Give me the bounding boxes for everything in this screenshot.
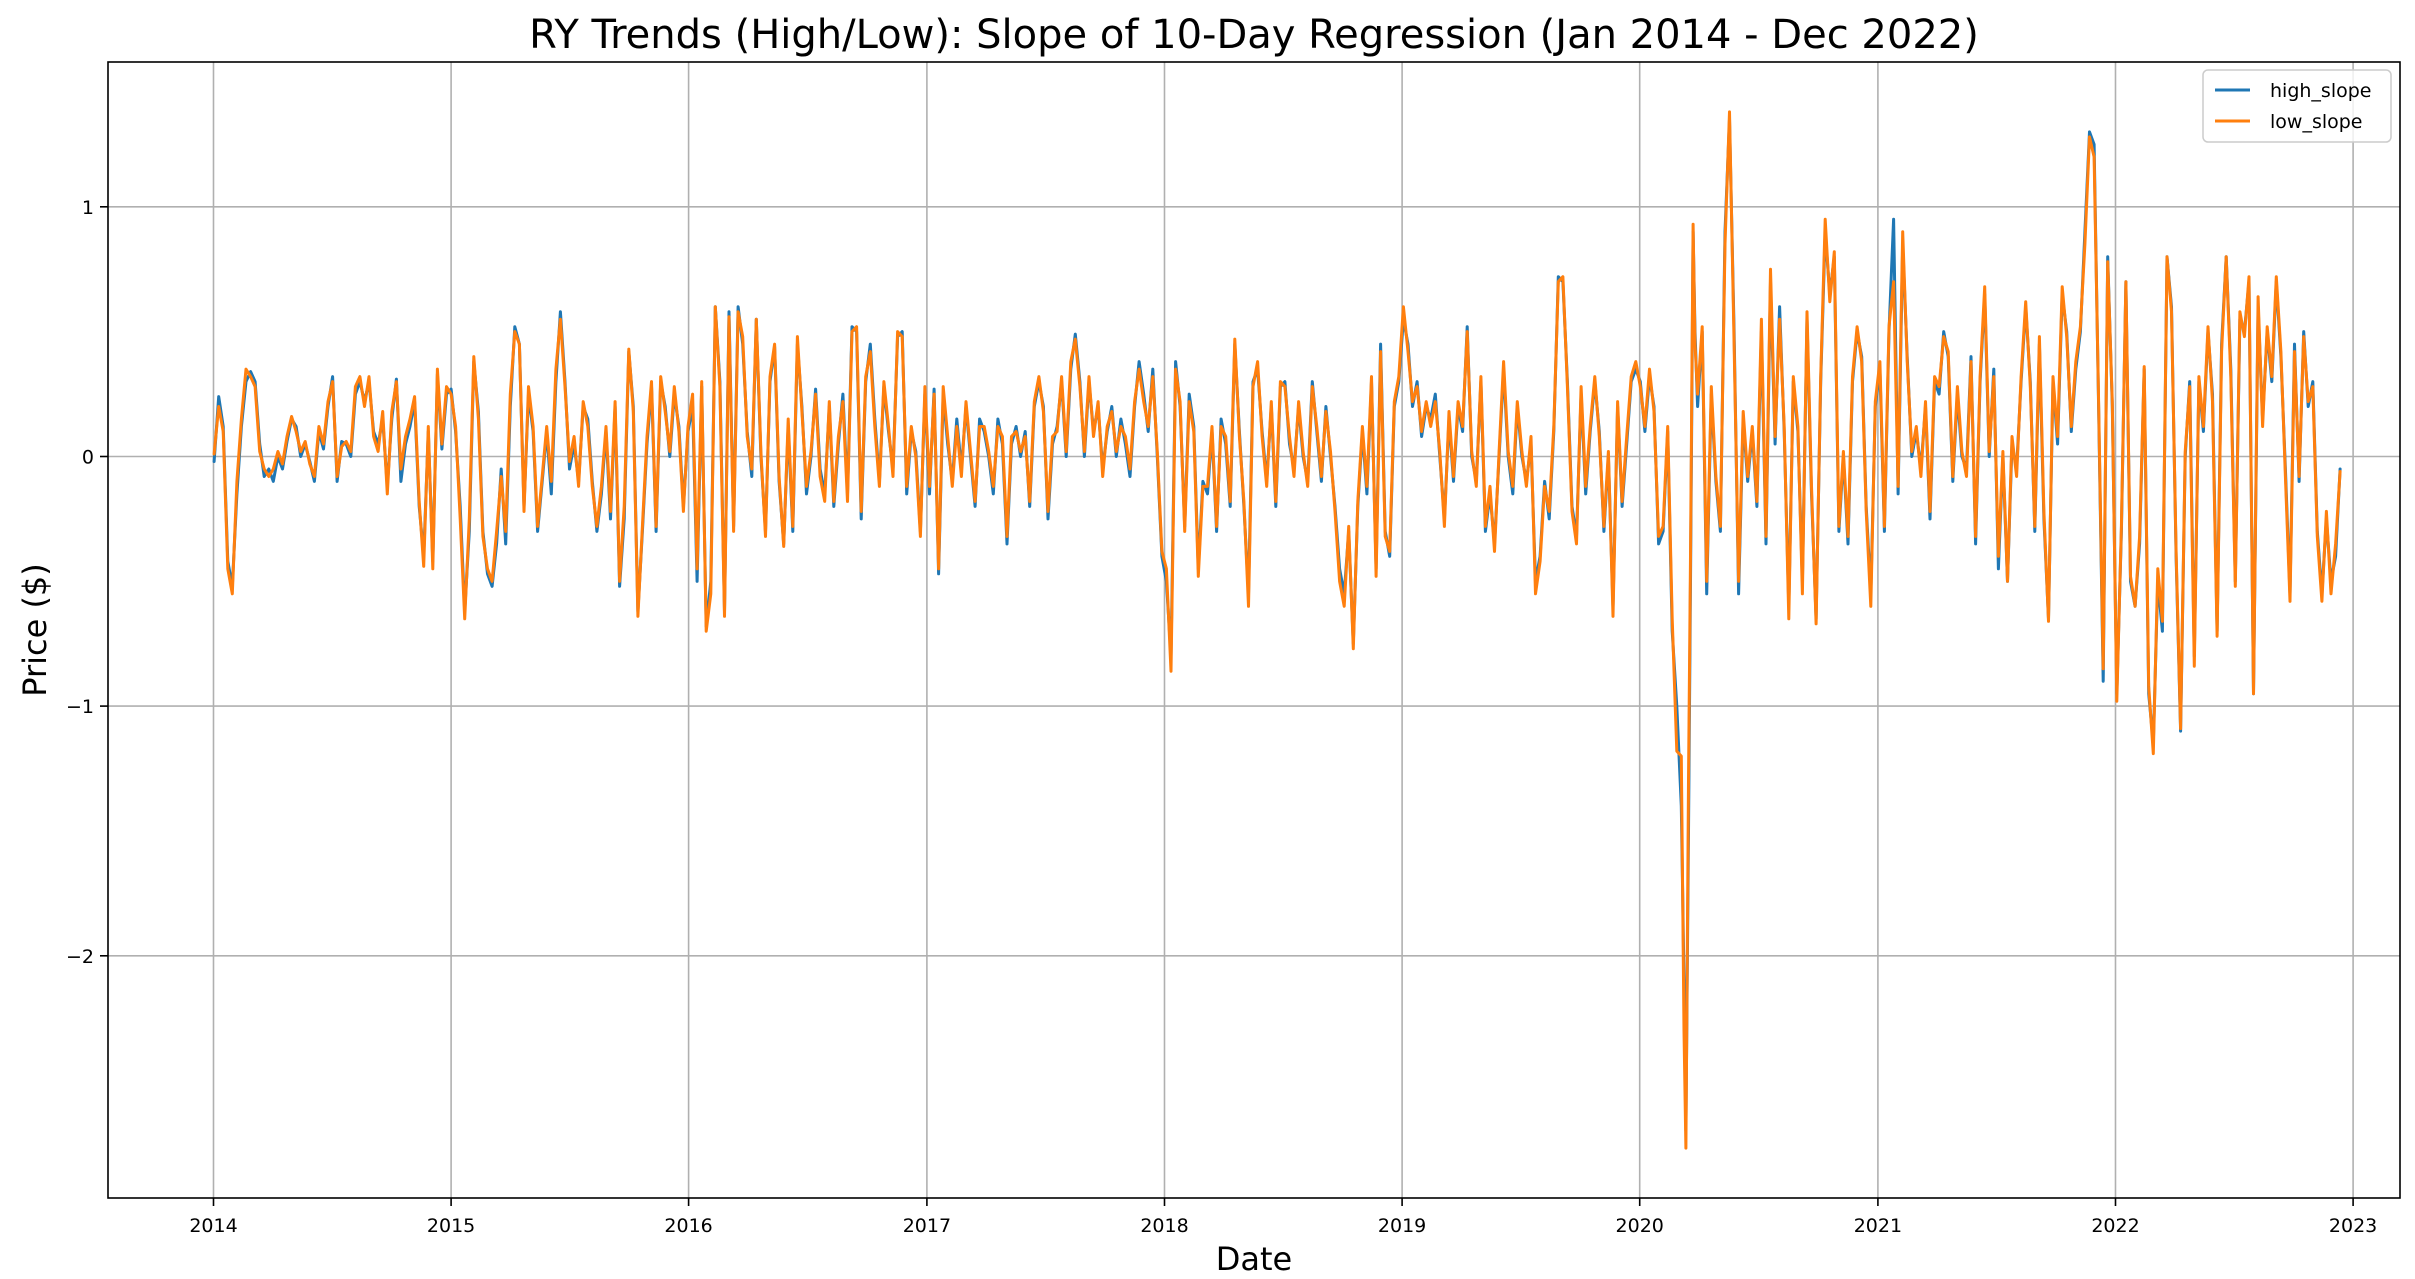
x-tick-label: 2017 [903,1215,951,1237]
grid [108,62,2400,1198]
x-tick-label: 2023 [2329,1215,2377,1237]
x-axis-title: Date [1216,1240,1292,1278]
legend-box [2202,69,2392,143]
series-line-low-slope [212,110,2342,1150]
x-tick-label: 2019 [1378,1215,1426,1237]
plot-frame [107,61,2401,1199]
legend-label-low-slope: low_slope [2270,111,2363,133]
y-tick-label: −1 [66,696,94,718]
x-tick-label: 2022 [2091,1215,2139,1237]
axis-ticks: 2014 2015 2016 2017 2018 2019 2020 2021 2022 2023… [66,197,2377,1237]
y-tick-label: 0 [82,447,94,469]
y-tick-label: −2 [66,946,94,968]
x-tick-label: 2020 [1616,1215,1664,1237]
chart-title: RY Trends (High/Low): Slope of 10-Day Re… [529,12,1979,58]
x-tick-label: 2018 [1140,1215,1188,1237]
x-tick-label: 2021 [1854,1215,1902,1237]
legend-label-high-slope: high_slope [2270,80,2371,102]
x-tick-label: 2014 [189,1215,237,1237]
y-axis-title: Price ($) [16,563,54,697]
y-tick-label: 1 [82,197,94,219]
series-group [212,110,2342,1150]
x-tick-label: 2016 [664,1215,712,1237]
x-tick-label: 2015 [427,1215,475,1237]
legend: high_slope low_slope [2202,69,2392,143]
